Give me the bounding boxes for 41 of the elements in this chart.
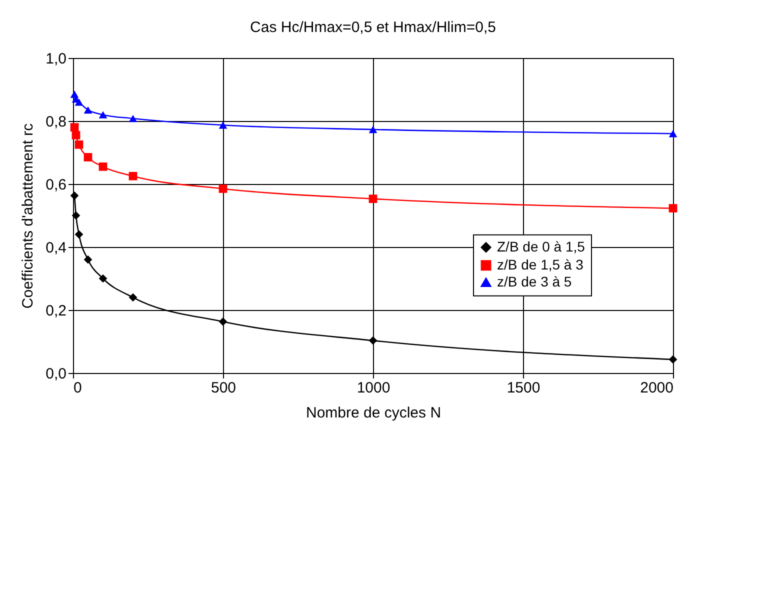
y-tick-label: 0,6 xyxy=(46,176,66,194)
y-tick-label: 0,4 xyxy=(46,240,66,256)
point xyxy=(218,184,228,193)
point xyxy=(84,153,92,162)
point xyxy=(84,106,92,114)
point xyxy=(98,111,108,118)
point xyxy=(668,130,678,138)
point xyxy=(368,336,378,345)
point xyxy=(668,355,678,364)
y-tick-label: 1,0 xyxy=(46,50,66,68)
point xyxy=(368,194,378,203)
x-tick-label: 1000 xyxy=(356,380,390,396)
point xyxy=(74,140,84,149)
point xyxy=(218,317,228,326)
x-tick-label: 0 xyxy=(74,380,82,396)
point xyxy=(218,121,228,129)
point xyxy=(668,204,678,212)
x-tick-label: 2000 xyxy=(640,380,674,396)
y-tick-label: 0,0 xyxy=(46,366,66,382)
point xyxy=(98,162,108,171)
point xyxy=(84,255,92,264)
point xyxy=(72,211,80,220)
point xyxy=(72,130,80,140)
point xyxy=(128,293,138,302)
x-axis-title: Nombre de cycles N xyxy=(306,404,442,422)
legend-label: z/B de 1,5 à 3 xyxy=(497,256,584,272)
y-axis-title: Coefficients d'abattement rc xyxy=(20,122,37,309)
y-tick-label: 0,8 xyxy=(46,114,66,130)
point xyxy=(368,126,378,134)
point xyxy=(74,98,84,106)
point xyxy=(74,230,84,239)
x-tick-label: 1500 xyxy=(506,380,540,396)
x-tick-label: 500 xyxy=(210,380,236,396)
point xyxy=(128,172,138,180)
y-tick-label: 0,2 xyxy=(46,302,66,320)
legend-label: Z/B de 0 à 1,5 xyxy=(497,238,586,254)
point xyxy=(98,274,108,283)
chart-title: Cas Hc/Hmax=0,5 et Hmax/Hlim=0,5 xyxy=(250,19,496,36)
legend-label: z/B de 3 à 5 xyxy=(497,273,572,290)
point xyxy=(128,114,138,122)
point xyxy=(70,191,79,200)
